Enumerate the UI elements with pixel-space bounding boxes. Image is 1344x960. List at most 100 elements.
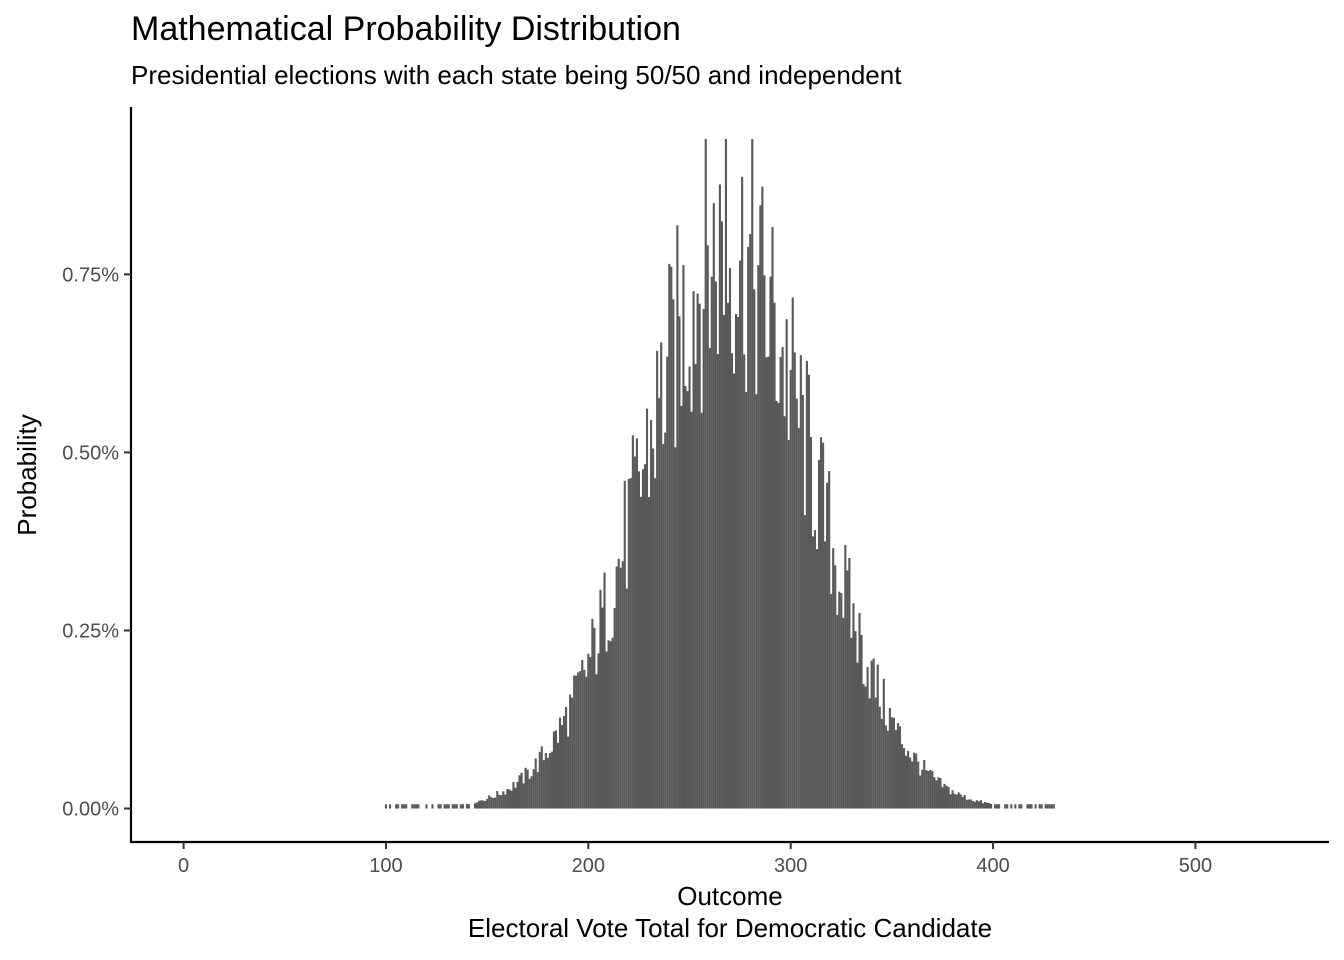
bar — [969, 799, 972, 809]
bar — [955, 794, 958, 809]
bar — [627, 478, 630, 809]
bar — [830, 593, 833, 809]
bar — [676, 225, 679, 809]
bar — [751, 139, 754, 809]
bar — [735, 314, 738, 809]
bar — [532, 769, 535, 809]
bar — [587, 653, 590, 809]
bar — [971, 800, 974, 809]
bar — [985, 802, 989, 809]
bar — [569, 694, 572, 809]
bar — [425, 804, 428, 809]
bar — [951, 790, 954, 809]
bar — [690, 411, 693, 809]
bar — [820, 437, 823, 809]
bar — [601, 607, 604, 809]
bar — [900, 744, 904, 809]
bar — [652, 448, 655, 809]
bar — [961, 796, 964, 809]
bar — [757, 265, 760, 809]
bar — [1040, 804, 1043, 809]
bar — [710, 276, 713, 809]
bar — [484, 801, 487, 809]
bar — [1006, 804, 1009, 809]
bar — [870, 660, 873, 809]
bar — [767, 356, 770, 809]
bar — [1020, 804, 1023, 809]
bar — [941, 787, 944, 809]
bar — [973, 801, 976, 809]
bar — [947, 786, 950, 809]
bar — [795, 398, 798, 809]
bar — [496, 791, 499, 809]
bar — [1034, 804, 1037, 809]
bar — [631, 435, 634, 809]
bar — [741, 176, 744, 809]
bar — [898, 726, 902, 809]
bar — [747, 246, 750, 809]
bar — [828, 471, 831, 809]
bar — [755, 394, 758, 809]
y-tick-label: 0.25% — [62, 620, 119, 642]
bar — [583, 669, 586, 809]
bar — [643, 464, 647, 809]
bar — [461, 804, 464, 809]
bar — [1028, 804, 1031, 809]
bar — [785, 319, 788, 809]
bar — [892, 717, 895, 809]
bar — [540, 746, 543, 809]
bar — [615, 566, 618, 809]
bar — [528, 778, 531, 809]
bar — [726, 302, 730, 809]
bar — [700, 412, 703, 809]
bar — [915, 753, 918, 809]
bar — [777, 402, 780, 809]
bar — [488, 795, 491, 809]
bar — [923, 760, 926, 809]
bar — [585, 676, 588, 809]
bar — [544, 753, 547, 809]
bar — [832, 548, 835, 809]
bar — [779, 356, 782, 809]
bar — [994, 804, 997, 809]
bar — [502, 791, 505, 809]
bar — [447, 804, 450, 809]
bar — [516, 782, 519, 809]
bar — [397, 804, 400, 809]
bar — [639, 496, 643, 809]
bar — [712, 203, 715, 809]
bar — [666, 356, 669, 809]
bar — [935, 780, 938, 809]
bar — [745, 391, 748, 809]
bar — [611, 637, 614, 809]
bars — [384, 139, 1055, 809]
bar — [805, 360, 808, 809]
bar — [686, 391, 689, 809]
bar — [1014, 804, 1017, 809]
bar — [558, 717, 562, 809]
x-ticks: 0 100 200 300 400 500 — [178, 842, 1212, 877]
bar — [965, 799, 968, 809]
bar — [556, 742, 560, 809]
bar — [852, 603, 855, 809]
bar — [773, 302, 776, 809]
bar — [593, 627, 596, 809]
bar — [799, 355, 802, 809]
bar — [571, 697, 574, 809]
bar — [815, 549, 819, 809]
bar — [896, 723, 900, 809]
bar — [722, 314, 725, 809]
bar — [874, 697, 877, 809]
bar — [613, 608, 616, 809]
x-tick-label: 400 — [976, 855, 1009, 877]
bar — [959, 794, 962, 809]
bar — [801, 394, 804, 809]
bar — [623, 480, 626, 809]
bar — [1050, 804, 1053, 809]
y-tick-label: 0.75% — [62, 264, 119, 286]
x-tick-label: 300 — [774, 855, 807, 877]
bar — [730, 353, 734, 809]
bar — [475, 802, 479, 809]
bar — [720, 221, 723, 809]
bar — [783, 416, 786, 809]
